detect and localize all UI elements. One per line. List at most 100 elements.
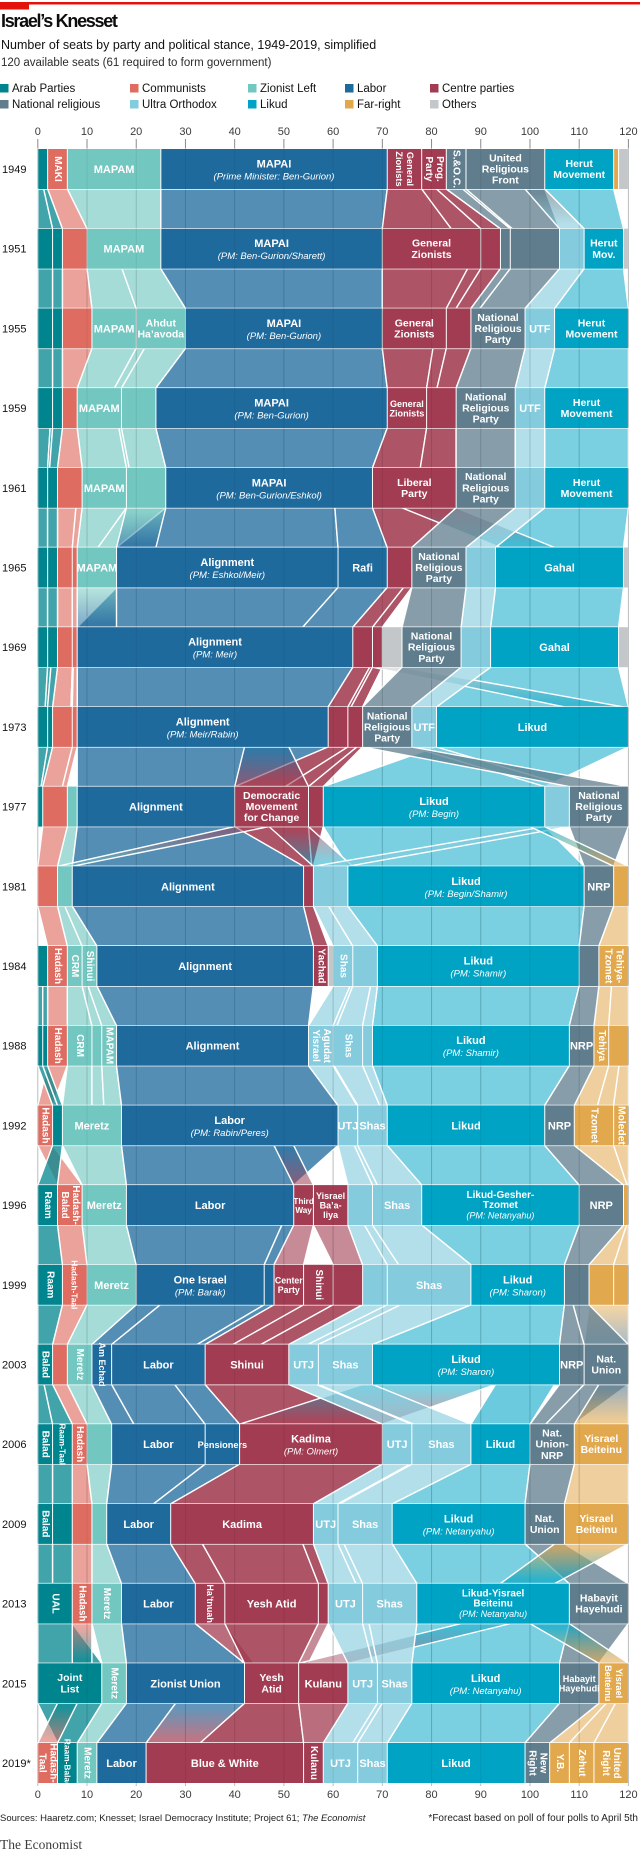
svg-text:1951: 1951 xyxy=(2,244,26,256)
svg-text:Front: Front xyxy=(492,175,519,187)
svg-text:Mov.: Mov. xyxy=(592,249,615,261)
svg-text:National: National xyxy=(465,471,507,483)
svg-text:MAPAM: MAPAM xyxy=(79,403,120,415)
svg-text:2009: 2009 xyxy=(2,1519,26,1531)
svg-text:Meretz: Meretz xyxy=(101,1588,112,1620)
svg-text:Shas: Shas xyxy=(416,1280,442,1292)
svg-text:*Forecast based on poll of fou: *Forecast based on poll of four polls to… xyxy=(428,1813,638,1824)
svg-text:Yachad: Yachad xyxy=(315,948,326,983)
svg-text:60: 60 xyxy=(327,126,339,138)
svg-text:(PM: Ben-Gurion/Sharett): (PM: Ben-Gurion/Sharett) xyxy=(218,251,326,262)
svg-text:Religious: Religious xyxy=(415,562,462,574)
svg-text:Likud: Likud xyxy=(260,99,288,111)
svg-text:Alignment: Alignment xyxy=(188,637,242,649)
svg-text:UTJ: UTJ xyxy=(330,1758,351,1770)
svg-text:CRM: CRM xyxy=(74,1034,85,1057)
svg-text:Party: Party xyxy=(586,812,612,824)
svg-text:National: National xyxy=(465,392,507,404)
svg-text:Likud-Gesher-: Likud-Gesher- xyxy=(467,1190,535,1201)
svg-text:CRM: CRM xyxy=(69,955,80,978)
svg-text:Kadima: Kadima xyxy=(222,1519,263,1531)
svg-text:50: 50 xyxy=(278,1789,290,1801)
svg-text:90: 90 xyxy=(475,126,487,138)
svg-text:Movement: Movement xyxy=(561,408,613,420)
svg-text:UTJ: UTJ xyxy=(293,1360,314,1372)
svg-text:Shas: Shas xyxy=(352,1519,378,1531)
svg-text:Habayit: Habayit xyxy=(580,1593,618,1605)
svg-text:Party: Party xyxy=(278,1285,300,1295)
svg-text:Shas: Shas xyxy=(332,1360,358,1372)
svg-text:Israel’s Knesset: Israel’s Knesset xyxy=(1,11,118,31)
svg-text:United: United xyxy=(489,152,522,164)
svg-text:1977: 1977 xyxy=(2,802,26,814)
svg-text:(PM: Barak): (PM: Barak) xyxy=(175,1287,226,1298)
svg-text:Union: Union xyxy=(530,1524,560,1536)
svg-text:(PM: Netanyahu): (PM: Netanyahu) xyxy=(459,1609,527,1619)
svg-text:20: 20 xyxy=(130,126,142,138)
svg-text:Ahdut: Ahdut xyxy=(146,317,177,329)
svg-text:Movement: Movement xyxy=(566,328,618,340)
svg-text:Movement: Movement xyxy=(561,488,613,500)
svg-text:1969: 1969 xyxy=(2,642,26,654)
svg-text:National: National xyxy=(411,631,453,643)
svg-text:MAPAI: MAPAI xyxy=(267,318,302,330)
svg-text:Pensioners: Pensioners xyxy=(198,1440,248,1450)
svg-text:120: 120 xyxy=(619,1789,637,1801)
svg-text:20: 20 xyxy=(130,1789,142,1801)
svg-text:Union: Union xyxy=(591,1365,621,1377)
svg-text:Labor: Labor xyxy=(123,1519,154,1531)
svg-text:60: 60 xyxy=(327,1789,339,1801)
svg-text:NRP: NRP xyxy=(548,1120,571,1132)
svg-text:Number of seats by party and p: Number of seats by party and political s… xyxy=(1,38,376,52)
svg-text:1992: 1992 xyxy=(2,1120,26,1132)
svg-text:Labor: Labor xyxy=(143,1599,174,1611)
svg-text:UTJ: UTJ xyxy=(315,1519,336,1531)
svg-text:United: United xyxy=(611,1747,622,1778)
svg-text:Herut: Herut xyxy=(578,317,606,329)
svg-text:MAPAI: MAPAI xyxy=(254,398,289,410)
svg-text:Arab Parties: Arab Parties xyxy=(12,83,76,95)
svg-text:MAPAI: MAPAI xyxy=(257,159,292,171)
svg-text:Alignment: Alignment xyxy=(129,802,183,814)
svg-text:(PM: Eshkol/Meir): (PM: Eshkol/Meir) xyxy=(190,570,265,581)
svg-text:30: 30 xyxy=(179,1789,191,1801)
svg-text:Zionists: Zionists xyxy=(389,408,424,418)
svg-text:Third: Third xyxy=(293,1197,313,1206)
svg-text:Hadash-: Hadash- xyxy=(70,1185,81,1224)
svg-text:Herut: Herut xyxy=(573,477,601,489)
svg-text:National: National xyxy=(367,712,408,723)
svg-text:Raam: Raam xyxy=(42,1191,53,1218)
svg-text:Religious: Religious xyxy=(408,642,455,654)
svg-text:Habayit: Habayit xyxy=(563,1674,596,1684)
svg-text:110: 110 xyxy=(570,1789,588,1801)
svg-text:Blue & White: Blue & White xyxy=(191,1758,259,1770)
svg-text:Movement: Movement xyxy=(553,169,605,181)
svg-text:(Prime Minister: Ben-Gurion): (Prime Minister: Ben-Gurion) xyxy=(214,172,335,183)
svg-text:Yisrael: Yisrael xyxy=(310,1029,321,1062)
svg-text:80: 80 xyxy=(425,1789,437,1801)
svg-text:Zionists: Zionists xyxy=(394,328,434,340)
svg-text:40: 40 xyxy=(229,1789,241,1801)
svg-text:Tzomet: Tzomet xyxy=(589,1108,600,1144)
svg-text:Labor: Labor xyxy=(214,1115,245,1127)
svg-text:Gahal: Gahal xyxy=(544,563,575,575)
svg-text:Nat.: Nat. xyxy=(542,1428,562,1440)
svg-text:Party: Party xyxy=(401,488,427,500)
svg-text:2015: 2015 xyxy=(2,1678,26,1690)
svg-text:Meretz: Meretz xyxy=(74,1349,85,1381)
svg-text:Hayehudi: Hayehudi xyxy=(575,1604,622,1616)
svg-text:UTF: UTF xyxy=(414,722,436,734)
svg-text:MAPAI: MAPAI xyxy=(252,477,287,489)
svg-text:Zionists: Zionists xyxy=(411,249,451,261)
svg-text:2003: 2003 xyxy=(2,1360,26,1372)
svg-text:One Israel: One Israel xyxy=(174,1274,227,1286)
svg-text:Beiteinu: Beiteinu xyxy=(576,1524,617,1536)
svg-text:Alignment: Alignment xyxy=(176,716,230,728)
svg-text:Hadash: Hadash xyxy=(77,1586,88,1622)
svg-text:New: New xyxy=(537,1753,548,1774)
svg-text:Balad: Balad xyxy=(40,1351,51,1378)
svg-text:1949: 1949 xyxy=(2,164,26,176)
svg-text:Party: Party xyxy=(418,653,444,665)
svg-text:UTJ: UTJ xyxy=(337,1120,358,1132)
svg-text:Yesh Atid: Yesh Atid xyxy=(247,1599,297,1611)
